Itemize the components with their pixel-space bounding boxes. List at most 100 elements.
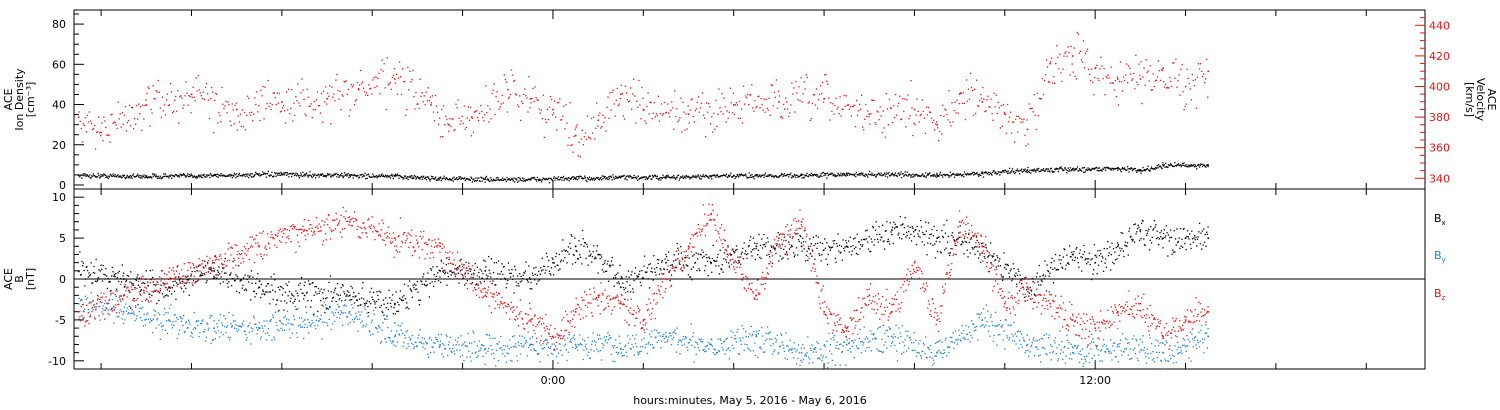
data-point — [1053, 171, 1055, 173]
data-point — [156, 177, 159, 180]
data-point — [1134, 88, 1136, 90]
data-point — [552, 258, 554, 261]
data-point — [708, 177, 710, 179]
data-point — [135, 279, 138, 281]
data-point — [679, 263, 681, 266]
data-point — [258, 322, 260, 324]
data-point — [594, 178, 596, 180]
data-point — [873, 99, 875, 102]
data-point — [144, 278, 147, 280]
data-point — [701, 249, 703, 251]
data-point — [932, 244, 934, 246]
data-point — [389, 302, 392, 304]
data-point — [1119, 168, 1121, 170]
data-point — [734, 260, 736, 262]
data-point — [937, 127, 939, 129]
data-point — [550, 267, 553, 269]
data-point — [1001, 276, 1003, 278]
data-point — [1040, 170, 1042, 172]
data-point — [266, 102, 268, 105]
data-point — [331, 323, 334, 325]
data-point — [921, 174, 923, 176]
data-point — [980, 242, 983, 245]
data-point — [252, 328, 254, 330]
data-point — [1097, 250, 1099, 252]
data-point — [1197, 63, 1200, 65]
data-point — [769, 114, 771, 116]
data-point — [944, 249, 946, 251]
data-point — [839, 252, 841, 254]
data-point — [870, 238, 872, 240]
data-point — [895, 226, 897, 228]
data-point — [113, 121, 115, 123]
data-point — [843, 247, 845, 250]
data-point — [459, 176, 462, 178]
data-point — [1131, 79, 1133, 82]
data-point — [879, 174, 881, 176]
data-point — [869, 123, 871, 125]
anchor-point — [1071, 55, 1074, 57]
data-point — [202, 174, 205, 176]
data-point — [343, 175, 345, 177]
data-point — [82, 303, 85, 306]
data-point — [384, 318, 386, 320]
data-point — [1169, 164, 1171, 166]
data-point — [905, 174, 908, 177]
data-point — [314, 286, 316, 288]
data-point — [606, 106, 608, 108]
data-point — [981, 171, 983, 173]
data-point — [91, 128, 94, 131]
data-point — [817, 99, 820, 101]
data-point — [658, 177, 661, 180]
data-point — [714, 260, 716, 263]
data-point — [689, 178, 691, 180]
data-point — [509, 179, 511, 181]
data-point — [146, 92, 148, 95]
data-point — [916, 174, 918, 176]
data-point — [579, 254, 581, 256]
data-point — [1092, 81, 1094, 84]
data-point — [759, 256, 761, 259]
data-point — [790, 177, 793, 179]
data-point — [168, 175, 171, 177]
data-point — [1155, 224, 1157, 226]
data-point — [547, 265, 549, 268]
data-point — [82, 174, 84, 176]
data-point — [940, 252, 942, 254]
data-point — [175, 282, 178, 284]
data-point — [322, 292, 324, 294]
data-point — [1145, 229, 1147, 232]
data-point — [1158, 165, 1160, 167]
data-point — [126, 274, 128, 277]
data-point — [927, 173, 929, 175]
data-point — [295, 172, 297, 174]
data-point — [464, 272, 466, 274]
data-point — [166, 289, 169, 291]
data-point — [294, 305, 296, 308]
data-point — [386, 318, 388, 320]
data-point — [161, 325, 163, 328]
data-point — [515, 94, 518, 96]
data-point — [553, 176, 555, 178]
data-point — [170, 91, 173, 93]
data-point — [604, 260, 606, 262]
data-point — [828, 173, 831, 175]
data-point — [108, 281, 110, 283]
data-point — [405, 177, 407, 179]
data-point — [625, 276, 627, 278]
data-point — [257, 173, 259, 175]
data-point — [610, 260, 613, 262]
data-point — [965, 79, 968, 81]
data-point — [560, 261, 562, 263]
data-point — [256, 91, 258, 93]
data-point — [888, 171, 890, 174]
data-point — [943, 224, 945, 226]
data-point — [789, 112, 791, 114]
data-point — [694, 262, 696, 264]
data-point — [729, 253, 731, 255]
data-point — [424, 284, 426, 287]
data-point — [834, 257, 836, 259]
data-point — [675, 176, 678, 179]
data-point — [415, 91, 417, 94]
data-point — [1008, 116, 1011, 118]
